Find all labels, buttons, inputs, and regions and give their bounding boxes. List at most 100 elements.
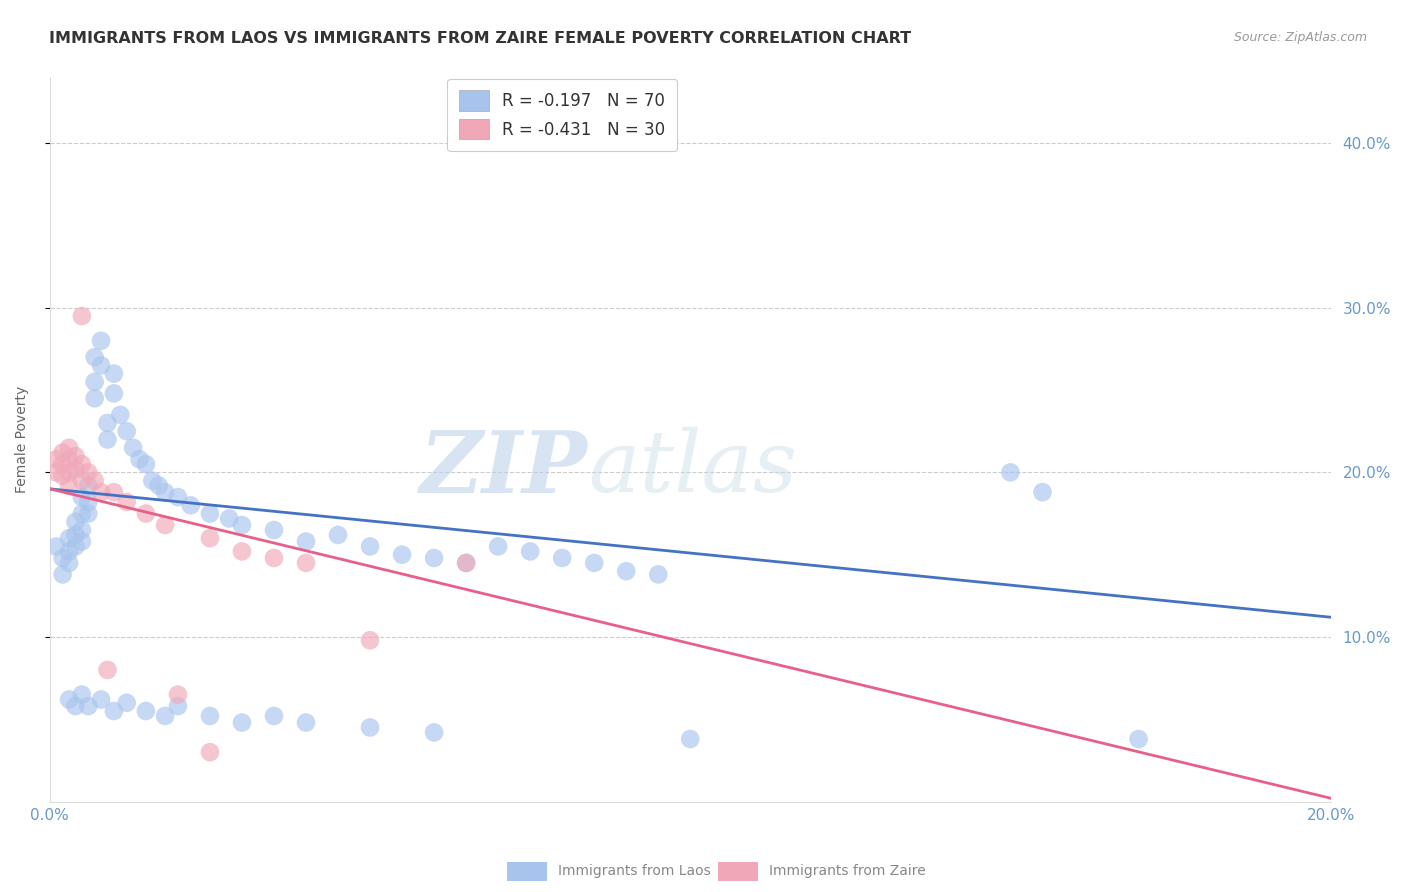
Point bbox=[52, 445, 75, 459]
Point bbox=[103, 367, 125, 381]
Point bbox=[83, 350, 105, 364]
Point bbox=[115, 495, 138, 509]
Point bbox=[423, 725, 446, 739]
Point bbox=[90, 359, 112, 373]
Point bbox=[231, 715, 253, 730]
Point bbox=[153, 709, 176, 723]
Point bbox=[58, 478, 80, 492]
Point bbox=[58, 441, 80, 455]
Point bbox=[90, 334, 112, 348]
Point bbox=[83, 474, 105, 488]
Point bbox=[45, 452, 67, 467]
Point bbox=[198, 507, 221, 521]
Point bbox=[295, 715, 318, 730]
Point bbox=[153, 485, 176, 500]
Point bbox=[1128, 731, 1150, 746]
Point bbox=[58, 556, 80, 570]
Point bbox=[359, 633, 381, 648]
Point bbox=[70, 688, 93, 702]
Point bbox=[45, 540, 67, 554]
Point bbox=[647, 567, 669, 582]
Point bbox=[77, 507, 100, 521]
Point bbox=[52, 551, 75, 566]
Point bbox=[77, 699, 100, 714]
Point bbox=[96, 663, 118, 677]
Point bbox=[65, 540, 87, 554]
Point bbox=[70, 309, 93, 323]
Point bbox=[519, 544, 541, 558]
Text: Immigrants from Zaire: Immigrants from Zaire bbox=[769, 864, 925, 879]
Point bbox=[231, 518, 253, 533]
Point bbox=[77, 495, 100, 509]
Point bbox=[52, 468, 75, 483]
Point bbox=[167, 699, 190, 714]
Point bbox=[326, 528, 349, 542]
Point bbox=[148, 478, 170, 492]
Point bbox=[295, 534, 318, 549]
Point bbox=[135, 704, 157, 718]
Point bbox=[115, 696, 138, 710]
Legend: R = -0.197   N = 70, R = -0.431   N = 30: R = -0.197 N = 70, R = -0.431 N = 30 bbox=[447, 78, 678, 151]
Point bbox=[198, 709, 221, 723]
Text: ZIP: ZIP bbox=[420, 426, 588, 510]
Point bbox=[65, 515, 87, 529]
Point bbox=[295, 556, 318, 570]
Point bbox=[96, 433, 118, 447]
Point bbox=[70, 523, 93, 537]
Point bbox=[77, 466, 100, 480]
Point bbox=[115, 424, 138, 438]
Point bbox=[52, 567, 75, 582]
Point bbox=[58, 452, 80, 467]
Point bbox=[679, 731, 702, 746]
Point bbox=[122, 441, 145, 455]
Point bbox=[456, 556, 478, 570]
Point bbox=[110, 408, 132, 422]
Point bbox=[58, 692, 80, 706]
Point bbox=[103, 704, 125, 718]
Point bbox=[96, 416, 118, 430]
Point bbox=[359, 721, 381, 735]
Point bbox=[58, 531, 80, 545]
Point bbox=[70, 534, 93, 549]
Point bbox=[423, 551, 446, 566]
Point bbox=[58, 544, 80, 558]
Point bbox=[65, 699, 87, 714]
Point bbox=[486, 540, 509, 554]
Point bbox=[45, 466, 67, 480]
Point bbox=[103, 485, 125, 500]
Point bbox=[58, 466, 80, 480]
Point bbox=[583, 556, 606, 570]
Point bbox=[65, 449, 87, 463]
Point bbox=[180, 498, 202, 512]
Point bbox=[198, 531, 221, 545]
Point bbox=[263, 709, 285, 723]
Point bbox=[218, 511, 240, 525]
Point bbox=[153, 518, 176, 533]
Point bbox=[141, 474, 163, 488]
Text: Immigrants from Laos: Immigrants from Laos bbox=[558, 864, 711, 879]
Point bbox=[135, 457, 157, 471]
Point bbox=[263, 551, 285, 566]
Point bbox=[167, 490, 190, 504]
Point bbox=[135, 507, 157, 521]
Point bbox=[77, 478, 100, 492]
Point bbox=[1031, 485, 1053, 500]
Point bbox=[614, 564, 637, 578]
Point bbox=[103, 386, 125, 401]
Point bbox=[65, 462, 87, 476]
Point bbox=[70, 474, 93, 488]
Y-axis label: Female Poverty: Female Poverty bbox=[15, 386, 30, 493]
Point bbox=[551, 551, 574, 566]
Point bbox=[231, 544, 253, 558]
Point bbox=[52, 457, 75, 471]
Text: atlas: atlas bbox=[588, 427, 797, 510]
Point bbox=[167, 688, 190, 702]
Point bbox=[90, 692, 112, 706]
Point bbox=[359, 540, 381, 554]
Point bbox=[456, 556, 478, 570]
Point bbox=[83, 392, 105, 406]
Point bbox=[263, 523, 285, 537]
Point bbox=[198, 745, 221, 759]
Point bbox=[391, 548, 413, 562]
Point bbox=[83, 375, 105, 389]
